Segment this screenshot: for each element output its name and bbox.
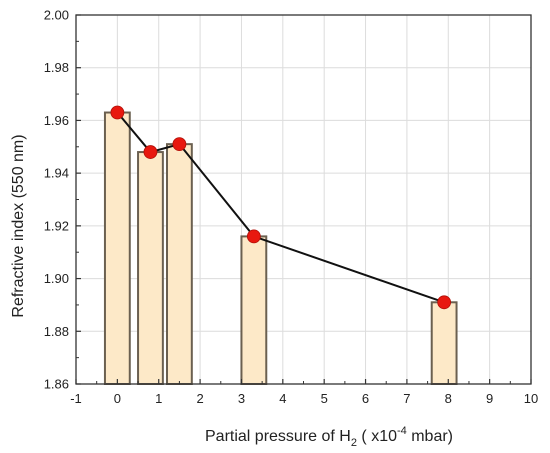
x-tick-label: 5 xyxy=(321,391,328,406)
bar xyxy=(240,235,268,385)
x-tick-label: 8 xyxy=(445,391,452,406)
x-axis-title-suffix: mbar) xyxy=(407,428,453,445)
bar xyxy=(166,143,193,385)
x-axis-title-middle: ( x10 xyxy=(357,428,397,445)
markers-layer xyxy=(110,105,452,310)
data-point-marker xyxy=(246,229,261,244)
y-tick-labels: 1.86 1.88 1.90 1.92 1.94 1.96 1.98 2.00 xyxy=(44,8,69,392)
x-axis-title-superscript: -4 xyxy=(397,425,407,437)
x-tick-label: 0 xyxy=(114,391,121,406)
x-tick-label: 6 xyxy=(362,391,369,406)
x-tick-label: 4 xyxy=(279,391,286,406)
x-tick-label: 2 xyxy=(196,391,203,406)
bar xyxy=(430,301,458,385)
y-tick-label: 2.00 xyxy=(44,8,69,23)
y-axis-title: Refractive index (550 nm) xyxy=(10,134,27,317)
y-tick-label: 1.98 xyxy=(44,60,69,75)
y-tick-label: 1.92 xyxy=(44,218,69,233)
y-tick-label: 1.90 xyxy=(44,271,69,286)
ticks-layer xyxy=(75,14,532,385)
x-tick-label: -1 xyxy=(70,391,82,406)
y-tick-label: 1.96 xyxy=(44,113,69,128)
x-axis-title-subscript: 2 xyxy=(351,437,357,449)
x-axis-title-prefix: Partial pressure of H xyxy=(205,428,351,445)
data-point-marker xyxy=(110,105,125,120)
x-tick-labels: -1 0 1 2 3 4 5 6 7 8 9 10 xyxy=(70,391,538,406)
data-point-marker xyxy=(437,295,452,310)
bar xyxy=(137,151,164,385)
x-tick-label: 7 xyxy=(403,391,410,406)
x-axis-title: Partial pressure of H2 ( x10-4 mbar) xyxy=(205,425,453,449)
bar xyxy=(103,111,131,386)
y-tick-label: 1.86 xyxy=(44,377,69,392)
data-point-marker xyxy=(172,137,187,152)
x-tick-label: 10 xyxy=(524,391,538,406)
y-tick-label: 1.94 xyxy=(44,166,69,181)
x-tick-label: 9 xyxy=(486,391,493,406)
y-tick-label: 1.88 xyxy=(44,324,69,339)
x-tick-label: 3 xyxy=(238,391,245,406)
data-point-marker xyxy=(143,145,158,159)
x-tick-label: 1 xyxy=(155,391,162,406)
bars-layer xyxy=(103,111,458,386)
